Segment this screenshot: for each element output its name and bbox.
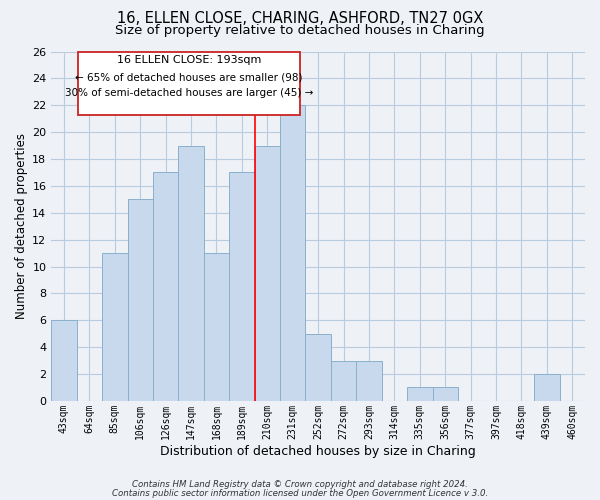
Bar xyxy=(153,172,178,401)
Bar xyxy=(356,360,382,401)
Bar xyxy=(534,374,560,401)
Text: ← 65% of detached houses are smaller (98): ← 65% of detached houses are smaller (98… xyxy=(76,72,303,82)
Bar xyxy=(331,360,356,401)
Bar xyxy=(229,172,254,401)
Bar xyxy=(178,146,204,401)
Bar xyxy=(254,146,280,401)
Text: Contains HM Land Registry data © Crown copyright and database right 2024.: Contains HM Land Registry data © Crown c… xyxy=(132,480,468,489)
Bar xyxy=(433,388,458,401)
X-axis label: Distribution of detached houses by size in Charing: Distribution of detached houses by size … xyxy=(160,444,476,458)
Bar xyxy=(280,106,305,401)
Bar xyxy=(51,320,77,401)
Bar xyxy=(102,253,128,401)
Bar xyxy=(128,200,153,401)
Y-axis label: Number of detached properties: Number of detached properties xyxy=(15,133,28,319)
Bar xyxy=(305,334,331,401)
Text: Contains public sector information licensed under the Open Government Licence v : Contains public sector information licen… xyxy=(112,490,488,498)
Text: 16, ELLEN CLOSE, CHARING, ASHFORD, TN27 0GX: 16, ELLEN CLOSE, CHARING, ASHFORD, TN27 … xyxy=(117,11,483,26)
Text: 16 ELLEN CLOSE: 193sqm: 16 ELLEN CLOSE: 193sqm xyxy=(117,55,262,65)
Text: 30% of semi-detached houses are larger (45) →: 30% of semi-detached houses are larger (… xyxy=(65,88,313,98)
Bar xyxy=(78,52,301,114)
Text: Size of property relative to detached houses in Charing: Size of property relative to detached ho… xyxy=(115,24,485,37)
Bar xyxy=(204,253,229,401)
Bar xyxy=(407,388,433,401)
